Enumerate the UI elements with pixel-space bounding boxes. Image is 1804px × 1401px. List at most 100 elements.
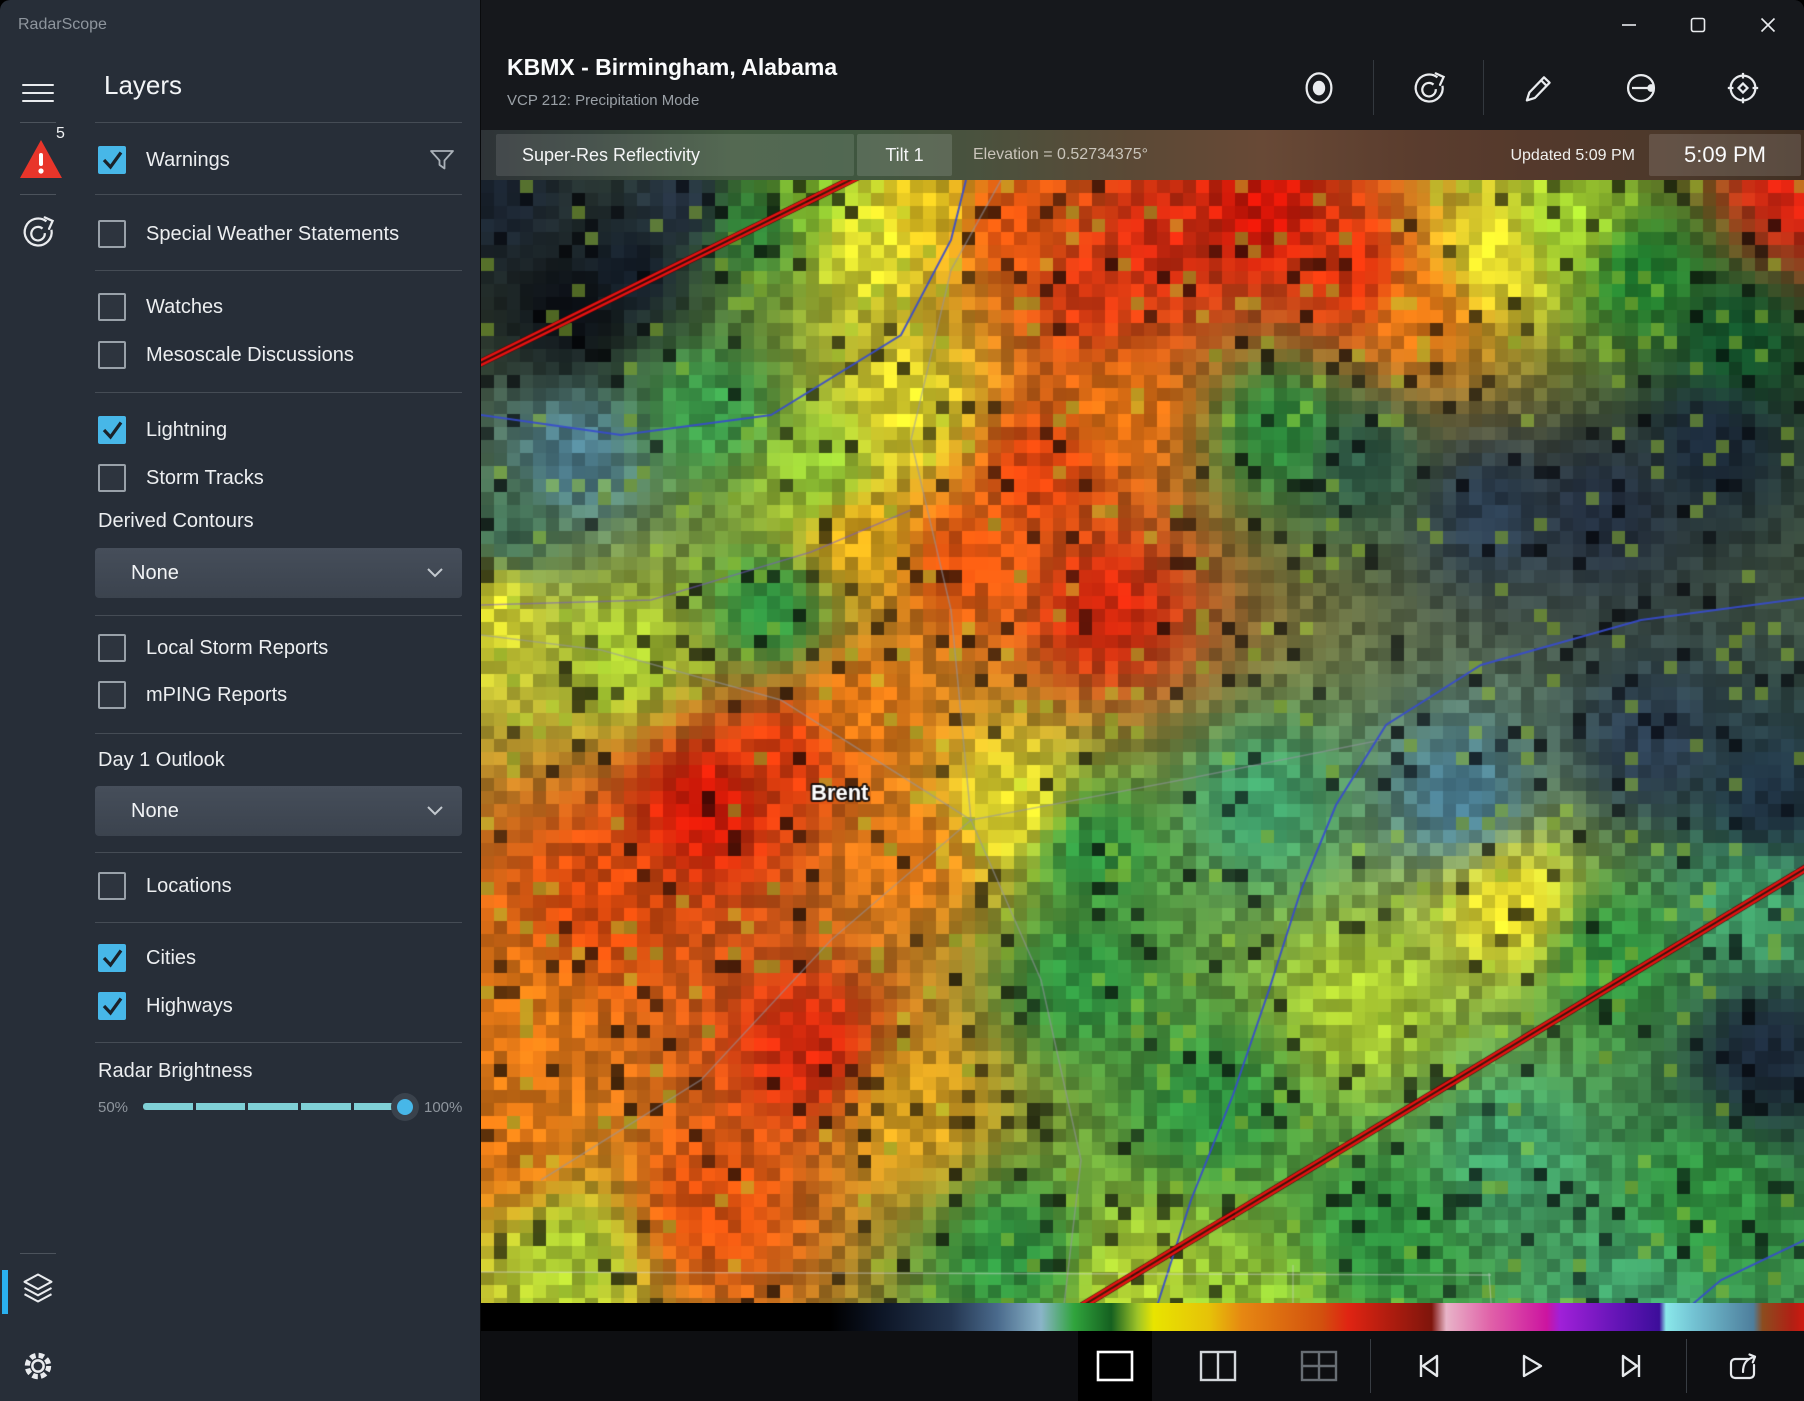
frame-time: 5:09 PM [1684,142,1766,167]
divider [20,194,56,195]
checkbox-mesoscale-discussions[interactable] [98,341,126,369]
checkbox-watches[interactable] [98,293,126,321]
layer-label: Watches [146,295,224,318]
checkbox-special-weather-statements[interactable] [98,220,126,248]
brightness-slider-track[interactable] [143,1103,405,1110]
layer-row-local-storm-reports: Local Storm Reports [98,633,328,663]
product-bar: Super-Res Reflectivity Tilt 1 Elevation … [481,130,1804,180]
dual-pane-button[interactable] [1181,1331,1255,1401]
share-icon[interactable] [1724,1348,1760,1384]
sidebar: RadarScope 5 Layers [0,0,480,1401]
minimize-button[interactable] [1606,8,1652,42]
divider [20,122,56,123]
divider [95,194,462,195]
checkbox-mping-reports[interactable] [98,681,126,709]
layer-label: Highways [146,994,233,1017]
layer-row-highways: Highways [98,991,233,1021]
vcp-mode-subtitle: VCP 212: Precipitation Mode [507,92,700,109]
titlebar: KBMX - Birmingham, Alabama VCP 212: Prec… [481,0,1804,130]
divider [95,392,462,393]
elevation-readout: Elevation = 0.52734375° [973,146,1148,163]
tilt-selector[interactable]: Tilt 1 [857,134,952,176]
day1-outlook-select[interactable]: None [95,786,462,836]
derived-contours-value: None [131,561,179,584]
updated-time: Updated 5:09 PM [1510,147,1635,164]
layers-panel-icon[interactable] [20,1270,56,1306]
warning-alert-icon[interactable] [18,138,64,180]
bearing-tool-icon[interactable] [1623,70,1659,106]
playback-bar [481,1331,1804,1401]
layer-row-mesoscale: Mesoscale Discussions [98,340,354,370]
single-pane-button[interactable] [1078,1331,1152,1401]
divider [95,733,462,734]
layer-row-warnings: Warnings [98,145,230,175]
product-selector[interactable]: Super-Res Reflectivity [496,134,854,176]
brightness-slider-thumb[interactable] [391,1093,419,1121]
divider [1483,60,1484,115]
derived-contours-label: Derived Contours [98,510,254,532]
derived-contours-select[interactable]: None [95,548,462,598]
divider [95,615,462,616]
app-title: RadarScope [18,16,107,33]
close-button[interactable] [1745,8,1791,42]
divider [95,922,462,923]
skip-to-start-icon[interactable] [1410,1348,1446,1384]
inspector-icon[interactable] [1411,70,1447,106]
divider [20,1253,56,1254]
radar-map[interactable] [481,180,1804,1331]
menu-icon[interactable] [22,78,54,102]
layer-row-mping: mPING Reports [98,680,287,710]
layer-row-storm-tracks: Storm Tracks [98,463,264,493]
pencil-annotate-icon[interactable] [1519,70,1555,106]
layer-row-watches: Watches [98,292,223,322]
radar-site-title: KBMX - Birmingham, Alabama [507,54,838,80]
layer-row-locations: Locations [98,871,232,901]
checkbox-cities[interactable] [98,944,126,972]
layer-label: Warnings [146,148,230,171]
checkbox-warnings[interactable] [98,146,126,174]
divider [95,270,462,271]
divider [1370,1339,1371,1393]
main-area: KBMX - Birmingham, Alabama VCP 212: Prec… [480,0,1804,1401]
checkbox-storm-tracks[interactable] [98,464,126,492]
layer-label: Cities [146,946,197,969]
frame-time-button[interactable]: 5:09 PM [1649,134,1801,176]
layer-row-lightning: Lightning [98,415,227,445]
maximize-button[interactable] [1675,8,1721,42]
radar-brightness-label: Radar Brightness [98,1060,253,1082]
quad-pane-button[interactable] [1282,1331,1356,1401]
layer-label: Local Storm Reports [146,636,329,659]
divider [1686,1339,1687,1393]
product-name: Super-Res Reflectivity [522,144,701,165]
warnings-filter-icon[interactable] [428,146,456,174]
warning-count-badge: 5 [56,125,65,142]
layer-label: Lightning [146,418,228,441]
record-icon[interactable] [1301,70,1337,106]
divider [95,852,462,853]
layer-label: Special Weather Statements [146,222,400,245]
skip-to-end-icon[interactable] [1614,1348,1650,1384]
day1-outlook-label: Day 1 Outlook [98,749,225,771]
layer-label: Storm Tracks [146,466,264,489]
locate-crosshair-icon[interactable] [1725,70,1761,106]
divider [1373,60,1374,115]
checkbox-locations[interactable] [98,872,126,900]
checkbox-local-storm-reports[interactable] [98,634,126,662]
play-icon[interactable] [1513,1348,1549,1384]
divider [95,122,462,123]
chevron-down-icon [427,568,443,578]
settings-gear-icon[interactable] [20,1348,56,1384]
layer-label: Mesoscale Discussions [146,343,354,366]
layer-row-sws: Special Weather Statements [98,219,399,249]
day1-outlook-value: None [131,799,179,822]
checkbox-lightning[interactable] [98,416,126,444]
layer-label: Locations [146,874,232,897]
layer-label: mPING Reports [146,683,288,706]
active-panel-indicator [2,1270,8,1314]
brightness-max-label: 100% [424,1099,463,1116]
panel-heading: Layers [104,70,183,100]
inspector-icon[interactable] [20,214,56,250]
checkbox-highways[interactable] [98,992,126,1020]
tilt-value: Tilt 1 [885,144,924,165]
